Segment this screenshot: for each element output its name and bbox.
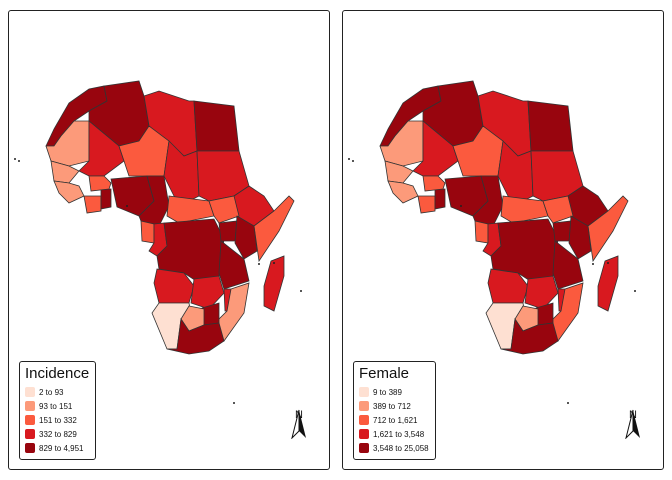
legend-item: 712 to 1,621	[359, 413, 429, 427]
legend: Incidence 2 to 93 93 to 151 151 to 332 332 …	[19, 361, 97, 460]
legend-item: 151 to 332	[25, 413, 89, 427]
island	[300, 290, 302, 292]
country-ghana	[100, 188, 112, 210]
legend-swatch	[359, 401, 369, 411]
country-guinea	[53, 180, 85, 204]
country-car	[166, 195, 215, 224]
country-south-sudan	[542, 195, 574, 224]
north-arrow-icon	[291, 409, 306, 439]
country-burkina	[422, 175, 446, 192]
legend-swatch	[25, 443, 35, 453]
legend-label: 3,548 to 25,058	[373, 443, 429, 453]
legend: Female 9 to 389 389 to 712 712 to 1,621 1,6…	[353, 361, 436, 460]
legend-label: 2 to 93	[39, 387, 64, 397]
legend-swatch	[359, 415, 369, 425]
legend-swatch	[359, 429, 369, 439]
country-car	[500, 195, 549, 224]
island	[634, 290, 636, 292]
north-arrow: N	[291, 409, 307, 439]
legend-title: Incidence	[25, 365, 90, 382]
map-panel-female: Female 9 to 389 389 to 712 712 to 1,621 1,6…	[342, 10, 664, 470]
map-panel-incidence: Incidence 2 to 93 93 to 151 151 to 332 332 …	[8, 10, 330, 470]
north-arrow-icon	[625, 409, 640, 439]
country-kenya	[234, 215, 258, 260]
legend-swatch	[25, 387, 35, 397]
legend-item: 332 to 829	[25, 427, 89, 441]
country-senegal	[50, 160, 80, 184]
country-madagascar	[263, 255, 285, 312]
country-madagascar	[597, 255, 619, 312]
country-gabon	[474, 220, 489, 244]
island	[567, 402, 569, 404]
country-ghana	[434, 188, 446, 210]
country-ivory-coast	[83, 195, 102, 214]
legend-label: 93 to 151	[39, 401, 73, 411]
country-egypt	[193, 100, 240, 152]
island	[18, 160, 20, 162]
country-south-sudan	[208, 195, 240, 224]
country-uganda	[218, 220, 238, 242]
africa-map	[348, 80, 636, 404]
legend-label: 712 to 1,621	[373, 415, 418, 425]
legend-swatch	[25, 415, 35, 425]
country-south-africa	[500, 317, 559, 355]
island	[233, 402, 235, 404]
country-guinea	[387, 180, 419, 204]
legend-swatch	[359, 387, 369, 397]
legend-label: 332 to 829	[39, 429, 77, 439]
legend-item: 829 to 4,951	[25, 441, 89, 455]
legend-title: Female	[359, 365, 410, 382]
north-arrow: N	[625, 409, 641, 439]
africa-map	[14, 80, 302, 404]
country-senegal	[384, 160, 414, 184]
legend-item: 2 to 93	[25, 385, 89, 399]
country-zambia	[190, 275, 225, 310]
legend-label: 389 to 712	[373, 401, 411, 411]
island	[592, 263, 594, 265]
island	[607, 262, 609, 264]
island	[258, 263, 260, 265]
island	[460, 205, 462, 207]
island	[126, 205, 128, 207]
country-egypt	[527, 100, 574, 152]
island	[273, 262, 275, 264]
country-tanzania	[552, 240, 584, 290]
legend-swatch	[359, 443, 369, 453]
legend-item: 1,621 to 3,548	[359, 427, 429, 441]
legend-item: 93 to 151	[25, 399, 89, 413]
island	[14, 158, 16, 160]
country-uganda	[552, 220, 572, 242]
country-gabon	[140, 220, 155, 244]
country-south-africa	[166, 317, 225, 355]
legend-item: 3,548 to 25,058	[359, 441, 429, 455]
country-ivory-coast	[417, 195, 436, 214]
legend-item: 389 to 712	[359, 399, 429, 413]
legend-label: 9 to 389	[373, 387, 402, 397]
country-zambia	[524, 275, 559, 310]
legend-label: 151 to 332	[39, 415, 77, 425]
island	[352, 160, 354, 162]
country-tanzania	[218, 240, 250, 290]
country-burkina	[88, 175, 112, 192]
legend-label: 829 to 4,951	[39, 443, 84, 453]
legend-swatch	[25, 401, 35, 411]
legend-swatch	[25, 429, 35, 439]
country-kenya	[568, 215, 592, 260]
island	[348, 158, 350, 160]
legend-item: 9 to 389	[359, 385, 429, 399]
legend-label: 1,621 to 3,548	[373, 429, 425, 439]
